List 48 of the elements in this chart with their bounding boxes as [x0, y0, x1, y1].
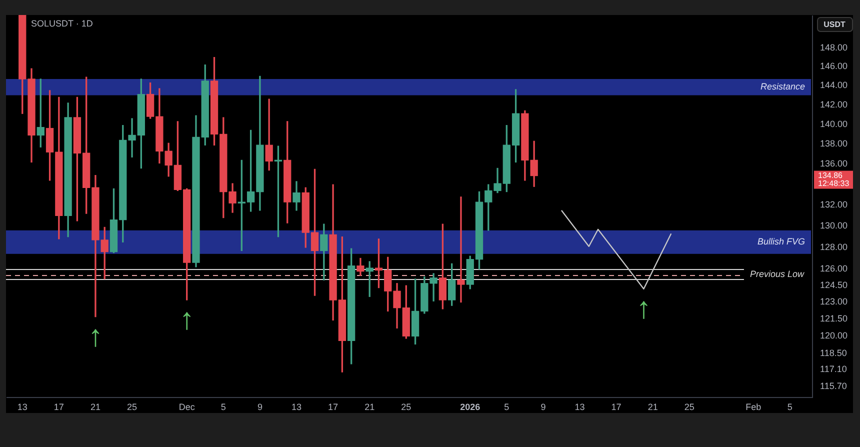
y-tick-label: 142.00 [820, 99, 848, 110]
candlestick [457, 196, 465, 303]
y-tick-label: 136.00 [820, 158, 848, 169]
band-label: Bullish FVG [757, 236, 805, 247]
y-tick-label: 118.50 [820, 348, 847, 358]
band-label: Resistance [760, 82, 805, 92]
x-tick-label: 25 [684, 402, 694, 412]
x-tick-label: 13 [574, 402, 585, 412]
x-tick-label: 5 [504, 402, 510, 412]
x-tick-label: 25 [401, 402, 412, 412]
x-tick-label: 5 [220, 402, 226, 412]
y-tick-label: 144.00 [820, 80, 848, 90]
x-tick-label: 13 [291, 402, 302, 412]
y-tick-label: 124.50 [820, 280, 848, 290]
annotation: ↑ [636, 292, 652, 326]
y-tick-label: 121.50 [820, 314, 848, 324]
y-tick-label: 132.00 [820, 200, 848, 210]
x-tick-label: 2026 [460, 402, 480, 412]
y-tick-label: 117.10 [820, 364, 847, 374]
y-tick-label: 138.00 [820, 138, 848, 149]
x-tick-label: Dec [178, 402, 196, 412]
text: 134.86 12:48:33 [818, 170, 850, 188]
y-tick-label: 115.70 [820, 380, 847, 391]
annotation: ↑ [88, 320, 103, 354]
y-tick-label: 148.00 [820, 42, 848, 52]
y-axis-title: USDT [824, 20, 846, 30]
x-tick-label: 17 [611, 402, 622, 412]
y-tick-label: 120.00 [820, 330, 848, 341]
x-tick-label: Feb [746, 402, 762, 412]
annotation: ↑ [179, 303, 194, 336]
y-tick-label: 146.00 [820, 61, 848, 72]
y-tick-label: 123.00 [820, 296, 848, 307]
x-tick-label: 25 [127, 402, 138, 412]
y-tick-label: 130.00 [820, 220, 848, 231]
x-tick-label: 21 [648, 402, 658, 412]
x-tick-label: 17 [328, 402, 338, 412]
x-tick-label: 13 [17, 402, 28, 412]
ref-line-label: Previous Low [750, 269, 804, 280]
y-tick-label: 128.00 [820, 242, 848, 252]
x-tick-label: 9 [257, 402, 262, 412]
y-tick-label: 126.00 [820, 264, 848, 274]
x-tick-label: 5 [787, 402, 792, 412]
y-tick-label: 140.00 [820, 118, 848, 129]
x-tick-label: 21 [90, 402, 100, 412]
x-tick-label: 17 [54, 402, 64, 412]
chart-title: SOLUSDT · 1D [31, 18, 94, 28]
x-tick-label: 21 [364, 402, 375, 412]
x-tick-label: 9 [540, 402, 546, 412]
